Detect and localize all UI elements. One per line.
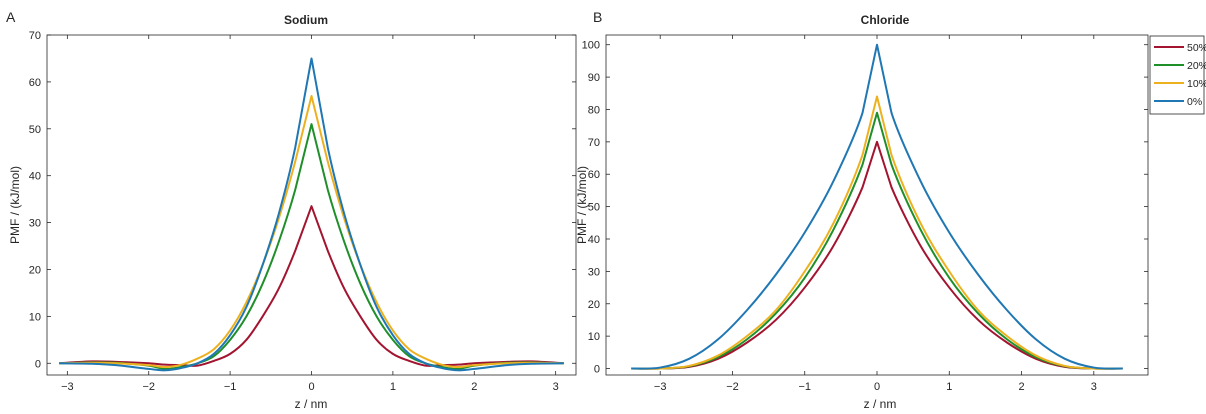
series-line-b-0 (631, 140, 1123, 370)
series-line-a-2 (59, 94, 564, 369)
panel-a-xlabel: z / nm (295, 397, 328, 411)
y-tick-label: 10 (588, 331, 600, 343)
y-tick-label: 70 (29, 30, 41, 42)
legend-label: 50% (1187, 42, 1206, 54)
panel-b-chloride: B Chloride −3 −2 −1 0 1 2 30102030405060708090… (575, 9, 1149, 411)
x-tick-label: −2 (726, 381, 739, 393)
legend: 50% 20% 10% 0% (1149, 35, 1206, 115)
y-tick-label: 80 (588, 104, 600, 116)
series-line-a-3 (59, 57, 564, 372)
panel-b-plot-area (605, 34, 1149, 376)
series-line-a-1 (59, 123, 564, 370)
legend-items: 50% 20% 10% 0% (1154, 42, 1206, 108)
panel-a-ylabel: PMF / (kJ/mol) (8, 166, 22, 244)
panel-b-title: Chloride (861, 13, 910, 27)
panel-b-series (631, 43, 1123, 370)
x-tick-label: 1 (390, 381, 396, 393)
x-tick-label: 2 (1018, 381, 1024, 393)
x-tick-label: −1 (798, 381, 811, 393)
panel-b-ylabel: PMF / (kJ/mol) (575, 166, 589, 244)
y-tick-label: 0 (35, 358, 41, 370)
legend-label: 0% (1187, 96, 1202, 108)
x-tick-label: 0 (874, 381, 880, 393)
y-tick-label: 50 (29, 124, 41, 136)
y-tick-label: 70 (588, 137, 600, 149)
panel-a-series (59, 57, 564, 372)
x-tick-label: 3 (1091, 381, 1097, 393)
y-tick-label: 40 (29, 171, 41, 183)
panel-b-xlabel: z / nm (864, 397, 897, 411)
x-tick-label: 2 (471, 381, 477, 393)
x-tick-label: −1 (224, 381, 237, 393)
y-tick-label: 90 (588, 72, 600, 84)
series-line-b-3 (631, 43, 1123, 370)
series-line-b-2 (631, 95, 1123, 370)
panel-b-letter: B (593, 9, 602, 25)
x-tick-label: −2 (142, 381, 155, 393)
x-tick-label: 1 (946, 381, 952, 393)
x-tick-label: −3 (61, 381, 74, 393)
y-tick-label: 0 (594, 364, 600, 376)
y-tick-label: 10 (29, 311, 41, 323)
series-line-b-1 (631, 111, 1123, 370)
legend-label: 10% (1187, 78, 1206, 90)
y-tick-label: 20 (588, 299, 600, 311)
panel-a-plot-area (46, 34, 577, 376)
y-tick-label: 30 (588, 266, 600, 278)
y-tick-label: 60 (29, 77, 41, 89)
series-line-a-0 (59, 205, 564, 367)
x-tick-label: −3 (654, 381, 667, 393)
y-tick-label: 60 (588, 169, 600, 181)
x-tick-label: 0 (308, 381, 314, 393)
y-tick-label: 30 (29, 218, 41, 230)
y-tick-label: 100 (582, 40, 600, 52)
y-tick-label: 20 (29, 264, 41, 276)
panel-a-letter: A (6, 9, 16, 25)
y-tick-label: 40 (588, 234, 600, 246)
x-tick-label: 3 (553, 381, 559, 393)
y-tick-label: 50 (588, 202, 600, 214)
panel-a-title: Sodium (284, 13, 328, 27)
legend-label: 20% (1187, 60, 1206, 72)
